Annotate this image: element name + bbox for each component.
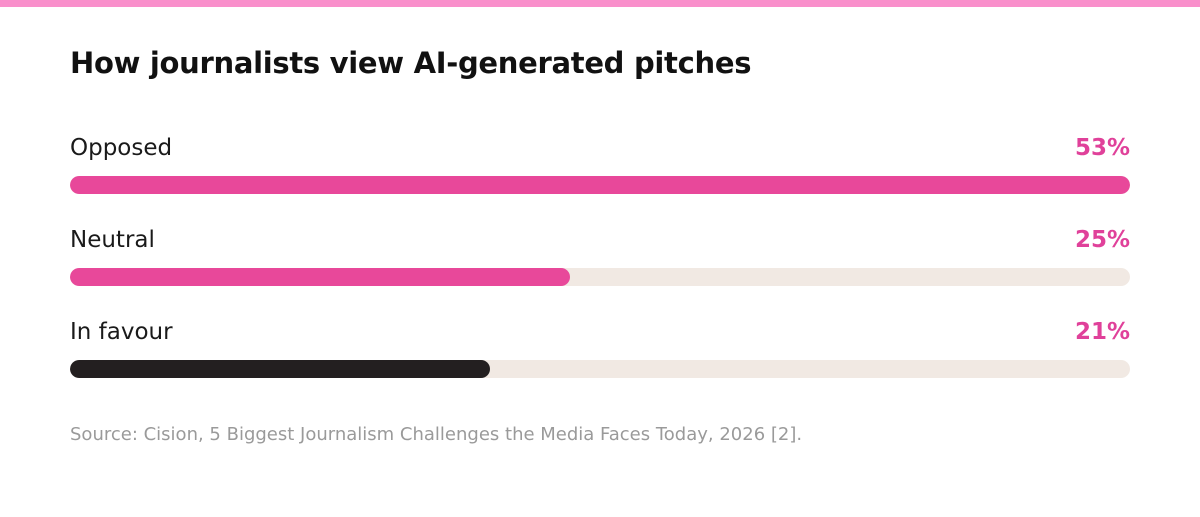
- category-label: Neutral: [70, 227, 155, 253]
- bar-row-neutral: Neutral 25%: [70, 222, 1130, 292]
- value-label: 21%: [1074, 319, 1130, 345]
- bar-track: [70, 268, 1130, 286]
- chart-title: How journalists view AI-generated pitche…: [70, 46, 752, 80]
- bar-track: [70, 176, 1130, 194]
- bar-fill-neutral: [70, 268, 570, 286]
- bar-row-in-favour: In favour 21%: [70, 314, 1130, 384]
- bar-row-opposed: Opposed 53%: [70, 130, 1130, 200]
- bar-fill-in-favour: [70, 360, 490, 378]
- category-label: Opposed: [70, 135, 173, 161]
- bar-track: [70, 360, 1130, 378]
- value-label: 53%: [1074, 135, 1130, 161]
- bar-chart: Opposed 53% Neutral 25% In favour 21%: [70, 130, 1130, 390]
- top-accent-stripe: [0, 0, 1200, 7]
- source-note: Source: Cision, 5 Biggest Journalism Cha…: [70, 424, 803, 445]
- value-label: 25%: [1074, 227, 1130, 253]
- bar-fill-opposed: [70, 176, 1130, 194]
- category-label: In favour: [70, 319, 173, 345]
